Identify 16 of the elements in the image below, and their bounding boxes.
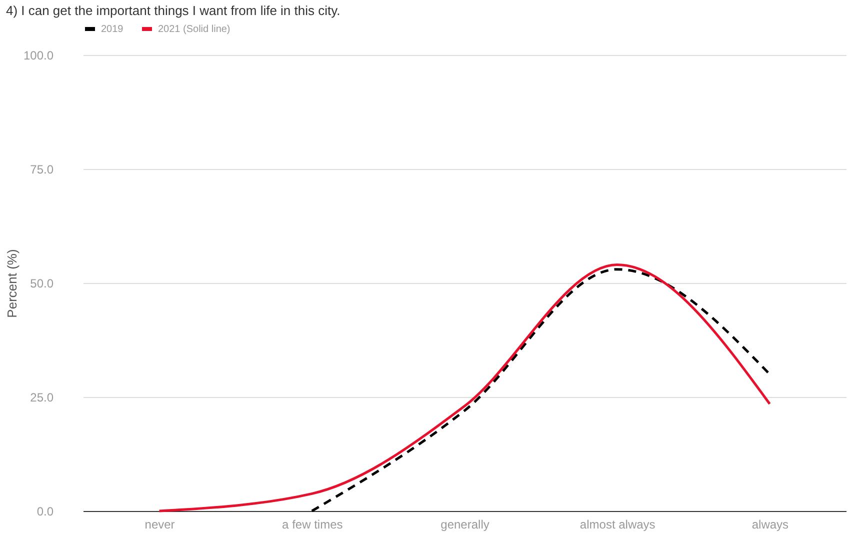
x-tick-label: always bbox=[752, 518, 789, 532]
y-tick-label: 100.0 bbox=[23, 48, 54, 62]
x-tick-label: generally bbox=[440, 518, 490, 532]
y-tick-label: 25.0 bbox=[30, 390, 54, 404]
legend-label: 2019 bbox=[101, 24, 124, 35]
line-series bbox=[158, 264, 771, 512]
y-tick-label: 50.0 bbox=[30, 276, 54, 290]
chart-title: 4) I can get the important things I want from life in this city. bbox=[6, 3, 340, 18]
x-tick-label: a few times bbox=[282, 518, 343, 532]
y-tick-label: 75.0 bbox=[30, 162, 54, 176]
x-tick-label: never bbox=[144, 518, 175, 532]
y-tick-label: 0.0 bbox=[36, 504, 54, 518]
x-tick-label: almost always bbox=[580, 518, 656, 532]
line-series bbox=[310, 268, 771, 512]
legend-label: 2021 (Solid line) bbox=[158, 24, 230, 35]
y-axis-title: Percent (%) bbox=[4, 249, 20, 318]
